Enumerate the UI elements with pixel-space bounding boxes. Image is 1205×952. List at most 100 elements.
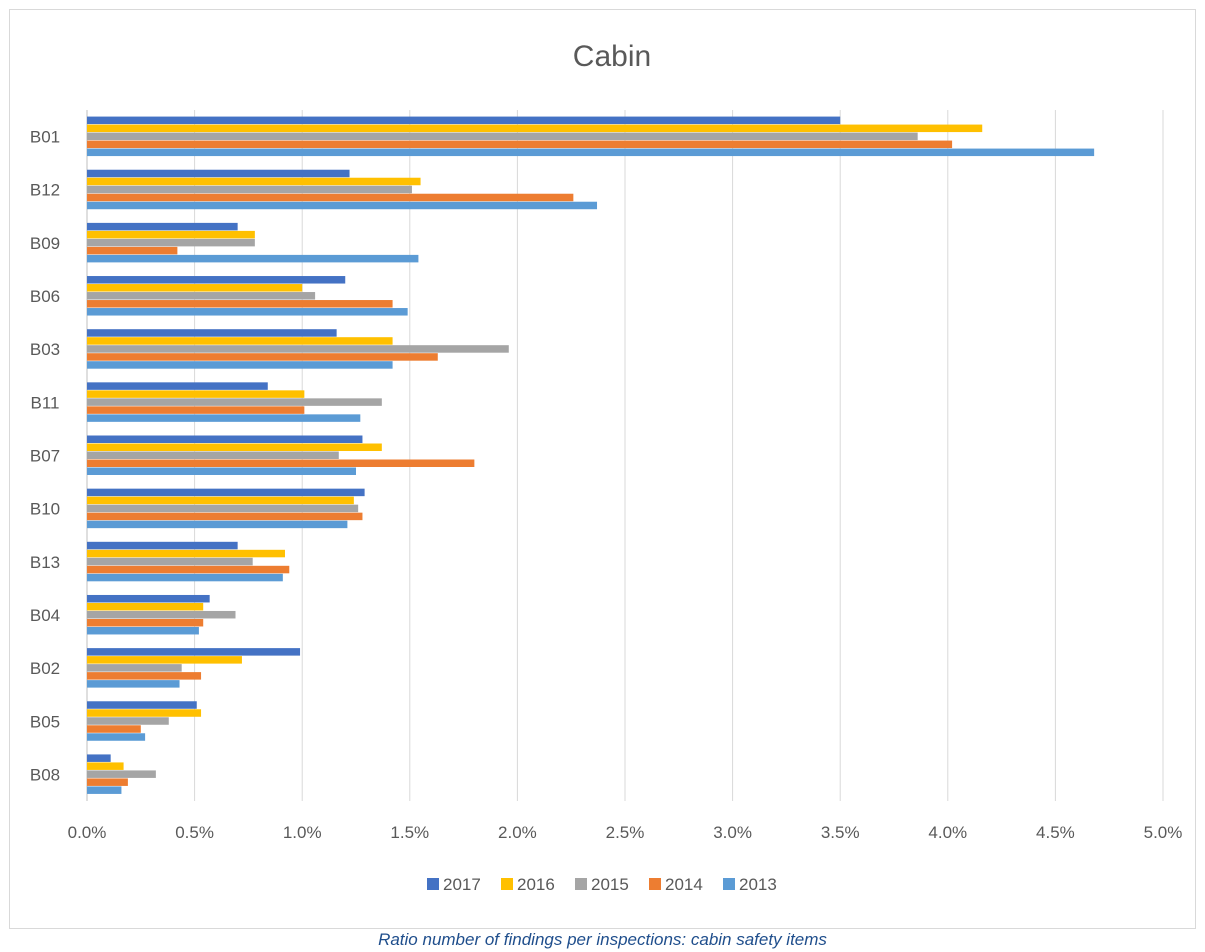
bar-B05-2016 [87,709,202,717]
bar-B10-2017 [87,488,365,497]
x-tick-label: 4.0% [928,823,967,842]
category-label: B01 [30,128,60,147]
bar-B11-2014 [87,406,305,414]
bar-B10-2015 [87,504,359,513]
x-tick-label: 3.0% [713,823,752,842]
bar-B06-2013 [87,308,408,316]
bar-B13-2014 [87,565,290,574]
x-tick-label: 1.5% [390,823,429,842]
axis-labels: 0.0% 0.5% 1.0% 1.5% 2.0% 2.5% 3.0% 3.5% 4.0% 4.5%… [30,128,1183,842]
bar-B07-2013 [87,467,356,475]
bar-B02-2014 [87,672,202,680]
bar-B13-2017 [87,541,238,550]
category-label: B04 [30,606,60,625]
bar-B01-2013 [87,148,1095,157]
bar-B03-2016 [87,337,393,345]
bar-B12-2014 [87,193,574,202]
bar-B08-2014 [87,778,128,786]
legend-label: 2017 [443,875,481,894]
bar-B07-2016 [87,443,382,451]
bar-B01-2017 [87,116,841,125]
legend-swatch [501,878,513,890]
bar-B02-2013 [87,680,180,688]
category-label: B02 [30,659,60,678]
bar-B01-2016 [87,124,983,133]
bar-B12-2016 [87,177,421,186]
legend-swatch [649,878,661,890]
x-tick-label: 4.5% [1036,823,1075,842]
bar-B06-2015 [87,292,316,300]
bar-B09-2017 [87,222,238,231]
bar-B13-2013 [87,573,283,582]
bar-B04-2013 [87,626,199,635]
legend-swatch [575,878,587,890]
bar-B08-2016 [87,762,124,770]
bar-B06-2014 [87,300,393,308]
category-label: B11 [31,393,60,412]
bar-B12-2015 [87,185,412,194]
legend-swatch [427,878,439,890]
bar-B06-2016 [87,284,303,292]
bar-B01-2014 [87,140,953,149]
bar-B05-2014 [87,725,141,733]
x-tick-label: 2.0% [498,823,537,842]
bar-B07-2014 [87,459,475,467]
x-tick-label: 5.0% [1144,823,1183,842]
bar-B04-2015 [87,610,236,619]
bar-B11-2013 [87,414,361,422]
bar-B03-2014 [87,353,438,361]
bar-B05-2013 [87,733,146,741]
bar-B09-2016 [87,230,255,239]
bar-B02-2016 [87,656,242,664]
bar-B02-2017 [87,648,301,656]
figure-caption: Ratio number of findings per inspections… [378,930,827,949]
bar-B11-2015 [87,398,382,406]
bar-B10-2014 [87,512,363,521]
category-label: B06 [30,287,60,306]
bar-B12-2013 [87,201,598,210]
category-label: B05 [30,712,60,731]
category-label: B12 [30,181,60,200]
legend-swatch [723,878,735,890]
category-label: B08 [30,765,60,784]
bar-B10-2016 [87,496,354,505]
bar-B08-2013 [87,786,122,794]
bar-B05-2015 [87,717,169,725]
category-label: B03 [30,340,60,359]
x-tick-label: 2.5% [606,823,645,842]
bar-B06-2017 [87,276,346,284]
legend-label: 2013 [739,875,777,894]
bar-B09-2013 [87,254,419,263]
bar-B03-2013 [87,361,393,369]
bar-B08-2017 [87,754,111,762]
x-tick-label: 3.5% [821,823,860,842]
bar-B05-2017 [87,701,197,709]
bar-B10-2013 [87,520,348,529]
chart-title: Cabin [573,40,651,73]
bar-B11-2016 [87,390,305,398]
legend-label: 2015 [591,875,629,894]
x-tick-label: 0.0% [68,823,107,842]
bar-B04-2014 [87,618,204,627]
legend-label: 2014 [665,875,703,894]
bar-B01-2015 [87,132,918,141]
legend: 2017 2016 2015 2014 2013 [427,875,777,894]
bar-B03-2017 [87,329,337,337]
bar-B04-2017 [87,594,210,603]
cabin-bar-chart: Cabin 0.0% 0.5% 1.0% 1.5% 2.0% 2.5% 3.0% 3.5% 4.… [30,40,1183,894]
category-label: B07 [30,447,60,466]
bar-B03-2015 [87,345,509,353]
category-label: B13 [30,553,60,572]
bar-B07-2015 [87,451,339,459]
bar-B12-2017 [87,169,350,178]
bar-B07-2017 [87,435,363,443]
legend-label: 2016 [517,875,555,894]
bar-B11-2017 [87,382,268,390]
bar-B13-2015 [87,557,253,566]
category-label: B10 [30,500,60,519]
bar-B09-2014 [87,246,178,255]
x-tick-label: 0.5% [175,823,214,842]
category-label: B09 [30,234,60,253]
bar-B08-2015 [87,770,156,778]
bar-B09-2015 [87,238,255,247]
